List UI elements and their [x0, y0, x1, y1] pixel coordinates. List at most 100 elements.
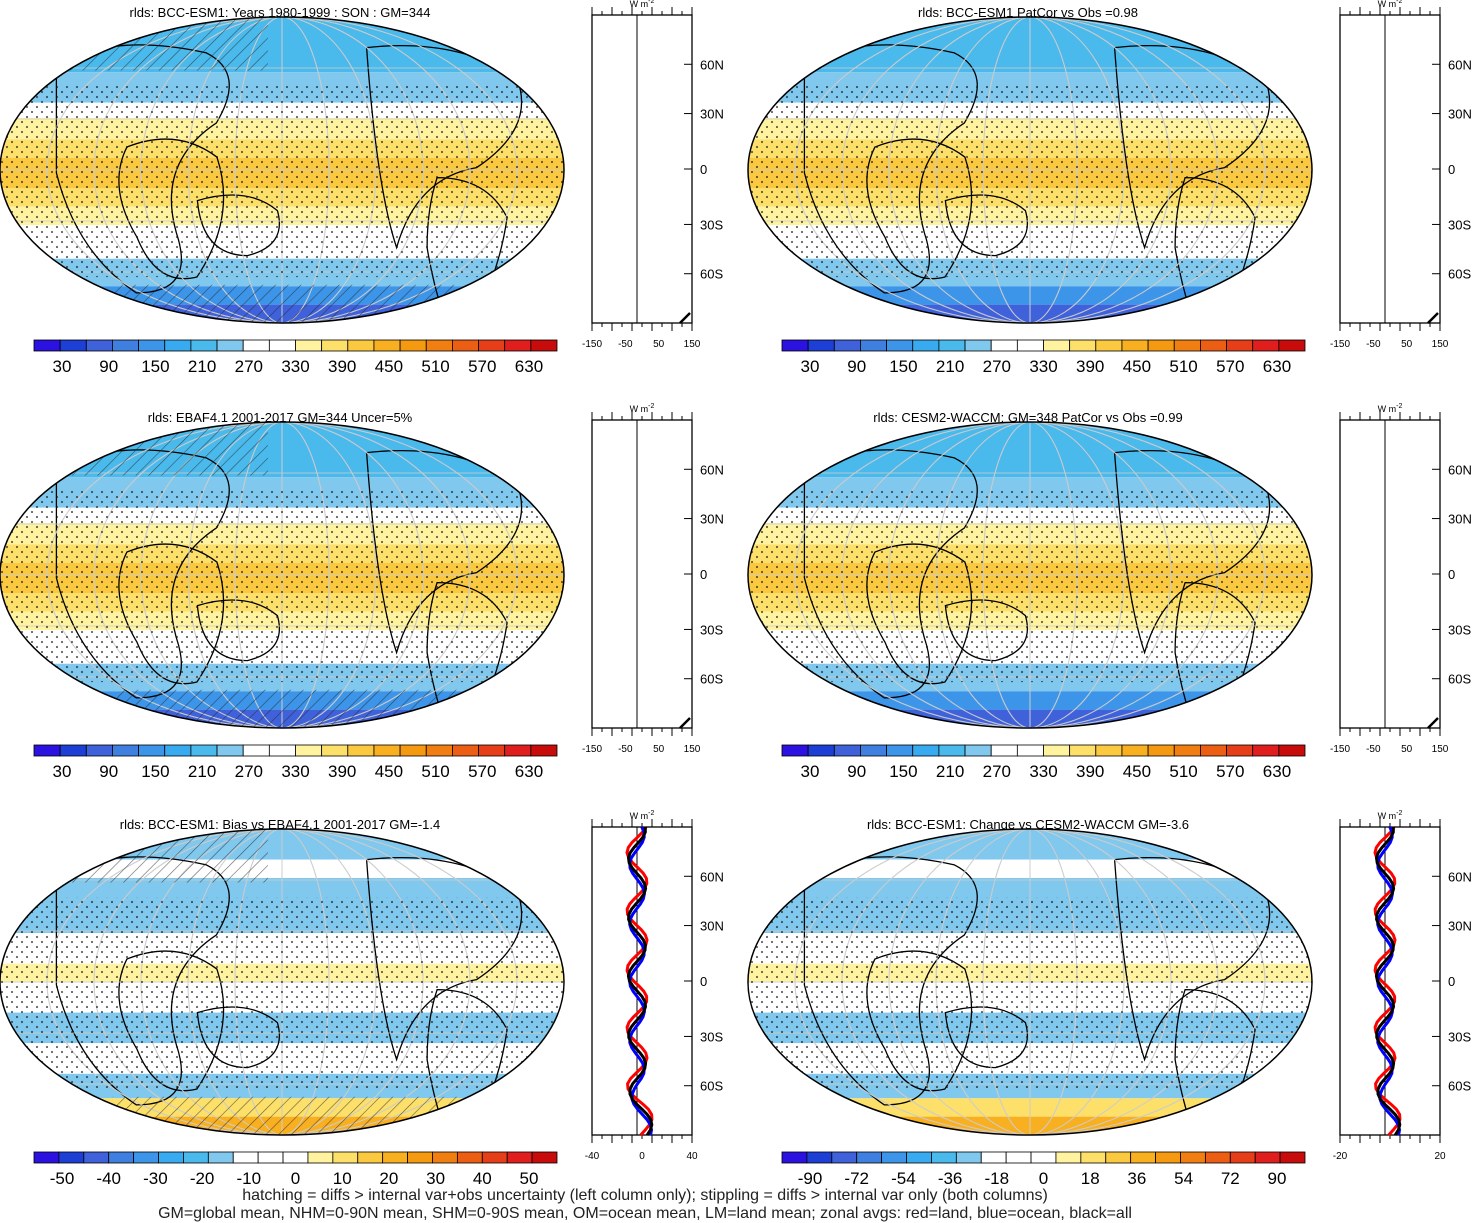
colorbar-box [833, 339, 861, 352]
colorbar-box [807, 339, 835, 352]
panel-4: rlds: CESM2-WACCM: GM=348 PatCor vs Obs … [747, 403, 1472, 781]
lat-label: 60S [700, 672, 723, 687]
colorbar-box [1105, 1151, 1132, 1164]
panel-title: rlds: BCC-ESM1 PatCor vs Obs =0.98 [918, 5, 1138, 20]
profile-x-tick: -150 [582, 339, 602, 350]
colorbar-box [478, 339, 506, 352]
colorbar-box [59, 744, 87, 757]
colorbar-tick-label: 390 [328, 762, 356, 781]
lat-label: 0 [700, 567, 707, 582]
map-border [747, 16, 1313, 324]
colorbar-tick-label: 90 [847, 357, 866, 376]
profile-x-tick: 50 [1401, 339, 1413, 350]
colorbar-box [1278, 339, 1306, 352]
profile-x-tick: -150 [1330, 339, 1350, 350]
colorbar-box [33, 339, 61, 352]
colorbar-box [451, 339, 479, 352]
colorbar-box [242, 339, 270, 352]
lat-label: 30S [1448, 1029, 1471, 1044]
colorbar-tick-label: 0 [291, 1169, 300, 1188]
colorbar-tick-label: 630 [1263, 357, 1291, 376]
footer-line-1: hatching = diffs > internal var+obs unce… [242, 1187, 1048, 1204]
colorbar-box [138, 744, 166, 757]
panel-title: rlds: EBAF4.1 2001-2017 GM=344 Uncer=5% [148, 410, 413, 425]
profile-x-tick: -20 [1333, 1151, 1348, 1162]
colorbar-box [1252, 744, 1280, 757]
colorbar-box [1204, 1151, 1231, 1164]
panel-1: rlds: BCC-ESM1: Years 1980-1999 : SON : … [0, 0, 724, 376]
colorbar-tick-label: 270 [983, 357, 1011, 376]
colorbar-tick-label: 270 [235, 762, 263, 781]
colorbar-tick-label: 210 [936, 762, 964, 781]
colorbar-box [1278, 744, 1306, 757]
lat-label: 30N [1448, 107, 1472, 122]
colorbar-box [347, 744, 375, 757]
lat-label: 0 [700, 974, 707, 989]
units-label: W m-2 [630, 403, 655, 414]
lat-label: 60S [1448, 267, 1471, 282]
colorbar-box [478, 744, 506, 757]
colorbar-box [85, 339, 113, 352]
colorbar-box [232, 1151, 259, 1164]
colorbar-box [1130, 1151, 1156, 1164]
colorbar-box [321, 339, 349, 352]
units-label: W m-2 [1378, 403, 1403, 414]
colorbar-box [806, 1151, 833, 1164]
units-label: W m-2 [630, 810, 655, 821]
colorbar-tick-label: 330 [1029, 357, 1057, 376]
colorbar-tick-label: -54 [891, 1169, 916, 1188]
colorbar-box [1279, 1151, 1306, 1164]
colorbar-box [1005, 1151, 1032, 1164]
colorbar-box [481, 1151, 508, 1164]
colorbar-tick-label: -20 [190, 1169, 215, 1188]
profile-x-tick: 20 [1434, 1151, 1446, 1162]
colorbar-box [807, 744, 835, 757]
colorbar-box [1030, 1151, 1057, 1164]
colorbar-box [138, 339, 166, 352]
colorbar-box [1095, 744, 1123, 757]
map-panel [748, 422, 1312, 728]
colorbar-box [357, 1151, 384, 1164]
colorbar-box [399, 339, 427, 352]
colorbar-tick-label: 510 [421, 762, 449, 781]
colorbar-box [860, 339, 888, 352]
colorbar-tick-label: 570 [1216, 357, 1244, 376]
colorbar-box [425, 744, 453, 757]
colorbar-tick-label: 90 [99, 762, 118, 781]
colorbar-box [108, 1151, 135, 1164]
profile-x-tick: 50 [1401, 744, 1413, 755]
lat-label: 60S [700, 1079, 723, 1094]
colorbar-box [531, 1151, 558, 1164]
colorbar-box [295, 744, 323, 757]
map-border [0, 421, 565, 729]
colorbar-box [1043, 744, 1071, 757]
colorbar-box [833, 744, 861, 757]
colorbar-tick-label: 570 [468, 762, 496, 781]
colorbar-tick-label: 72 [1221, 1169, 1240, 1188]
colorbar-tick-label: -40 [96, 1169, 121, 1188]
colorbar-tick-label: 510 [1169, 357, 1197, 376]
profile-x-tick: -50 [618, 339, 633, 350]
colorbar-tick-label: 630 [1263, 762, 1291, 781]
colorbar-box [456, 1151, 483, 1164]
colorbar-box [1173, 744, 1201, 757]
colorbar-tick-label: 90 [847, 762, 866, 781]
colorbar-tick-label: 30 [426, 1169, 445, 1188]
colorbar-tick-label: 210 [188, 762, 216, 781]
colorbar-box [295, 339, 323, 352]
colorbar-box [931, 1151, 957, 1164]
colorbar-tick-label: 10 [333, 1169, 352, 1188]
panel-5: rlds: BCC-ESM1: Bias vs EBAF4.1 2001-201… [0, 810, 724, 1188]
colorbar-box [164, 339, 192, 352]
colorbar-box [886, 339, 914, 352]
colorbar-tick-label: 570 [1216, 762, 1244, 781]
colorbar-tick-label: 390 [1076, 357, 1104, 376]
colorbar-box [1080, 1151, 1107, 1164]
profile-x-tick: -150 [582, 744, 602, 755]
map-panel [748, 17, 1312, 323]
colorbar-box [268, 339, 296, 352]
colorbar-box [58, 1151, 85, 1164]
colorbar-box [216, 339, 244, 352]
colorbar-box [373, 339, 401, 352]
